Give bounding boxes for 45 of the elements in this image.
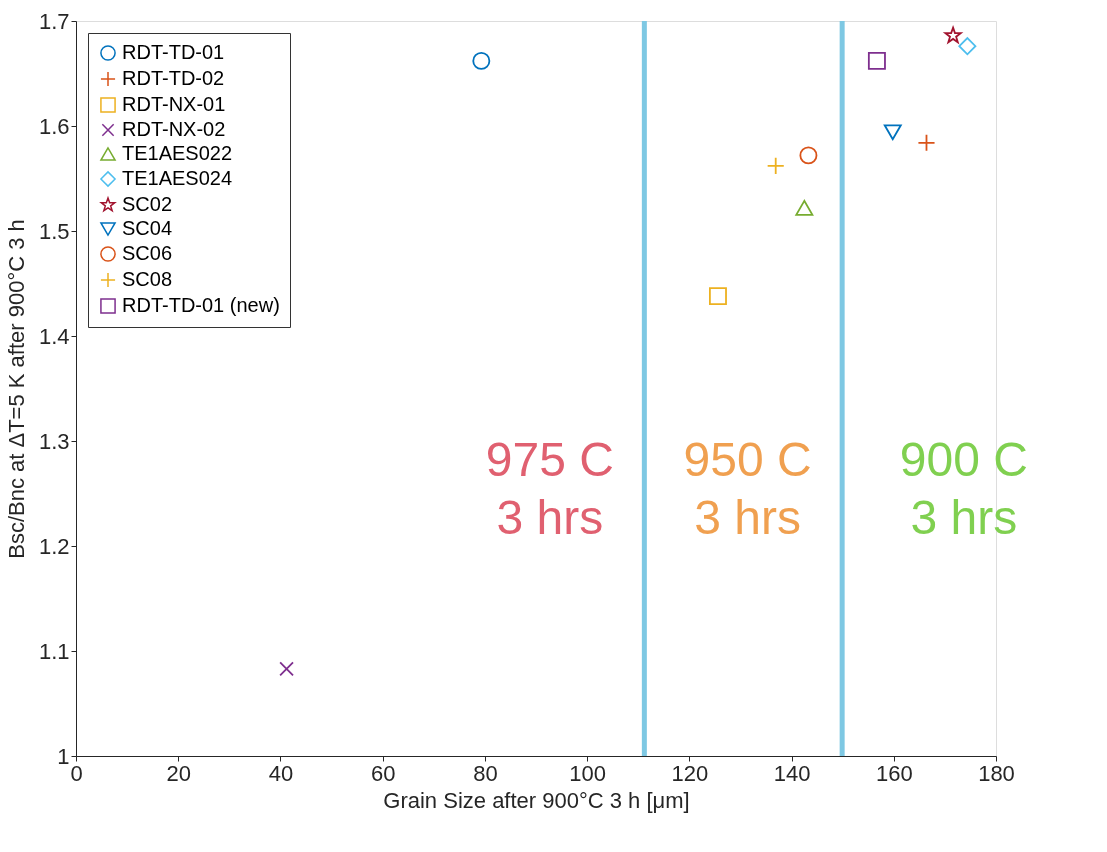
- point: [883, 124, 902, 141]
- x-tick-label: 120: [671, 760, 709, 786]
- annotation: 900 C 3 hrs: [899, 433, 1028, 544]
- point: [708, 287, 727, 306]
- y-tick-label: 1.5: [38, 218, 70, 244]
- point: [472, 51, 491, 70]
- x-tick-label: 140: [773, 760, 811, 786]
- x-tick-label: 40: [268, 760, 294, 786]
- y-tick-label: 1.7: [38, 8, 70, 34]
- y-tick-label: 1.4: [38, 323, 70, 349]
- legend-label: SC06: [122, 242, 173, 264]
- y-tick-label: 1: [57, 743, 70, 769]
- annotation: 950 C 3 hrs: [683, 433, 812, 544]
- x-axis-title: Grain Size after 900°C 3 h [μm]: [383, 787, 690, 813]
- x-tick-label: 60: [370, 760, 396, 786]
- point: [958, 37, 977, 56]
- y-axis-title: Bsc/Bnc at ΔT=5 K after 900°C 3 h: [3, 219, 29, 559]
- y-tick-label: 1.3: [38, 428, 70, 454]
- point: [766, 156, 785, 175]
- y-tick-label: 1.6: [38, 113, 70, 139]
- point: [917, 133, 936, 152]
- x-tick-label: 160: [875, 760, 913, 786]
- legend-label: RDT-NX-01: [122, 93, 226, 115]
- legend-label: SC08: [122, 268, 173, 290]
- legend-label: TE1AES022: [122, 142, 233, 164]
- legend-label: SC04: [122, 217, 173, 239]
- legend-label: RDT-TD-01 (new): [122, 294, 280, 316]
- x-tick-label: 20: [166, 760, 191, 786]
- x-tick-label: 0: [70, 760, 83, 786]
- legend-label: RDT-TD-02: [122, 67, 225, 89]
- legend-label: SC02: [122, 193, 173, 215]
- legend-label: RDT-NX-02: [122, 118, 226, 140]
- x-tick-label: 100: [569, 760, 606, 786]
- y-tick-label: 1.2: [38, 533, 70, 559]
- point: [799, 146, 818, 165]
- legend-label: RDT-TD-01: [122, 41, 225, 63]
- y-tick-label: 1.1: [38, 638, 70, 664]
- legend-label: TE1AES024: [122, 167, 233, 189]
- x-tick-label: 180: [978, 760, 1015, 786]
- annotation: 975 C 3 hrs: [485, 433, 614, 544]
- point: [867, 51, 886, 70]
- x-tick-label: 80: [473, 760, 498, 786]
- point: [279, 661, 294, 677]
- point: [944, 26, 962, 44]
- point: [795, 200, 814, 216]
